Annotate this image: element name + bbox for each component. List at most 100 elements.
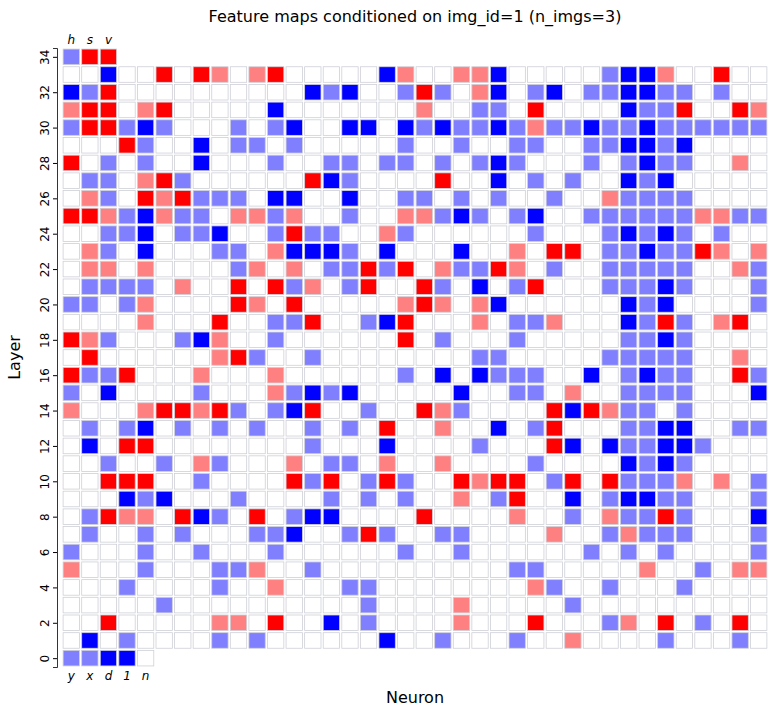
- feature-cell: [490, 597, 506, 613]
- feature-cell: [620, 244, 636, 260]
- feature-cell: [751, 474, 767, 490]
- feature-cell: [360, 580, 376, 596]
- feature-cell: [360, 191, 376, 207]
- feature-cell: [212, 597, 228, 613]
- feature-cell: [583, 385, 599, 401]
- chart-svg: Feature maps conditioned on img_id=1 (n_…: [0, 0, 781, 711]
- feature-cell: [490, 580, 506, 596]
- feature-cell: [453, 580, 469, 596]
- feature-cell: [82, 544, 98, 560]
- feature-cell: [528, 527, 544, 543]
- feature-cell: [323, 597, 339, 613]
- feature-cell: [63, 562, 79, 578]
- feature-cell: [175, 155, 191, 171]
- feature-cell: [100, 261, 116, 277]
- feature-cell: [416, 155, 432, 171]
- feature-cell: [267, 544, 283, 560]
- tick-label: 6: [38, 549, 52, 557]
- feature-cell: [453, 279, 469, 295]
- feature-cell: [658, 314, 674, 330]
- feature-cell: [509, 67, 525, 83]
- feature-cell: [565, 403, 581, 419]
- feature-cell: [175, 137, 191, 153]
- feature-cell: [286, 456, 302, 472]
- feature-cell: [658, 137, 674, 153]
- feature-cell: [472, 527, 488, 543]
- feature-cell: [119, 279, 135, 295]
- feature-cell: [156, 474, 172, 490]
- feature-cell: [490, 615, 506, 631]
- feature-cell: [695, 456, 711, 472]
- feature-cell: [119, 332, 135, 348]
- feature-cell: [620, 84, 636, 100]
- feature-cell: [490, 332, 506, 348]
- feature-cell: [658, 385, 674, 401]
- feature-cell: [119, 491, 135, 507]
- feature-cell: [100, 332, 116, 348]
- feature-cell: [620, 102, 636, 118]
- feature-cell: [416, 527, 432, 543]
- tick-mark: [53, 411, 57, 412]
- feature-cell: [528, 367, 544, 383]
- feature-cell: [156, 420, 172, 436]
- feature-cell: [82, 155, 98, 171]
- feature-cell: [639, 120, 655, 136]
- feature-cell: [658, 244, 674, 260]
- feature-cell: [583, 102, 599, 118]
- feature-cell: [193, 261, 209, 277]
- feature-cell: [695, 67, 711, 83]
- feature-cell: [528, 191, 544, 207]
- feature-cell: [119, 191, 135, 207]
- feature-cell: [565, 279, 581, 295]
- feature-cell: [305, 137, 321, 153]
- feature-cell: [286, 562, 302, 578]
- feature-cell: [732, 350, 748, 366]
- feature-cell: [156, 403, 172, 419]
- feature-cell: [602, 580, 618, 596]
- feature-cell: [509, 173, 525, 189]
- feature-cell: [100, 191, 116, 207]
- feature-cell: [658, 544, 674, 560]
- tick-mark: [53, 340, 57, 341]
- feature-cell: [156, 350, 172, 366]
- feature-cell: [713, 137, 729, 153]
- feature-cell: [342, 438, 358, 454]
- feature-cell: [175, 350, 191, 366]
- feature-cell: [360, 350, 376, 366]
- y-tick: 14: [38, 403, 57, 418]
- feature-cell: [156, 191, 172, 207]
- feature-cell: [193, 332, 209, 348]
- feature-cell: [695, 137, 711, 153]
- feature-cell: [267, 420, 283, 436]
- feature-cell: [212, 544, 228, 560]
- feature-cell: [435, 279, 451, 295]
- feature-cell: [546, 120, 562, 136]
- feature-cell: [546, 527, 562, 543]
- feature-cell: [230, 332, 246, 348]
- feature-cell: [676, 544, 692, 560]
- feature-cell: [435, 261, 451, 277]
- feature-cell: [137, 438, 153, 454]
- feature-cell: [193, 456, 209, 472]
- feature-cell: [100, 562, 116, 578]
- feature-cell: [713, 474, 729, 490]
- feature-cell: [676, 226, 692, 242]
- feature-cell: [82, 244, 98, 260]
- feature-cell: [398, 137, 414, 153]
- feature-cell: [416, 279, 432, 295]
- feature-cell: [435, 350, 451, 366]
- feature-cell: [639, 67, 655, 83]
- feature-cell: [323, 208, 339, 224]
- feature-cell: [658, 420, 674, 436]
- feature-cell: [453, 509, 469, 525]
- feature-cell: [639, 102, 655, 118]
- feature-cell: [472, 244, 488, 260]
- feature-cell: [713, 120, 729, 136]
- feature-cell: [620, 173, 636, 189]
- feature-cell: [267, 226, 283, 242]
- feature-cell: [398, 208, 414, 224]
- feature-cell: [583, 491, 599, 507]
- feature-cell: [472, 173, 488, 189]
- feature-cell: [732, 208, 748, 224]
- feature-cell: [63, 84, 79, 100]
